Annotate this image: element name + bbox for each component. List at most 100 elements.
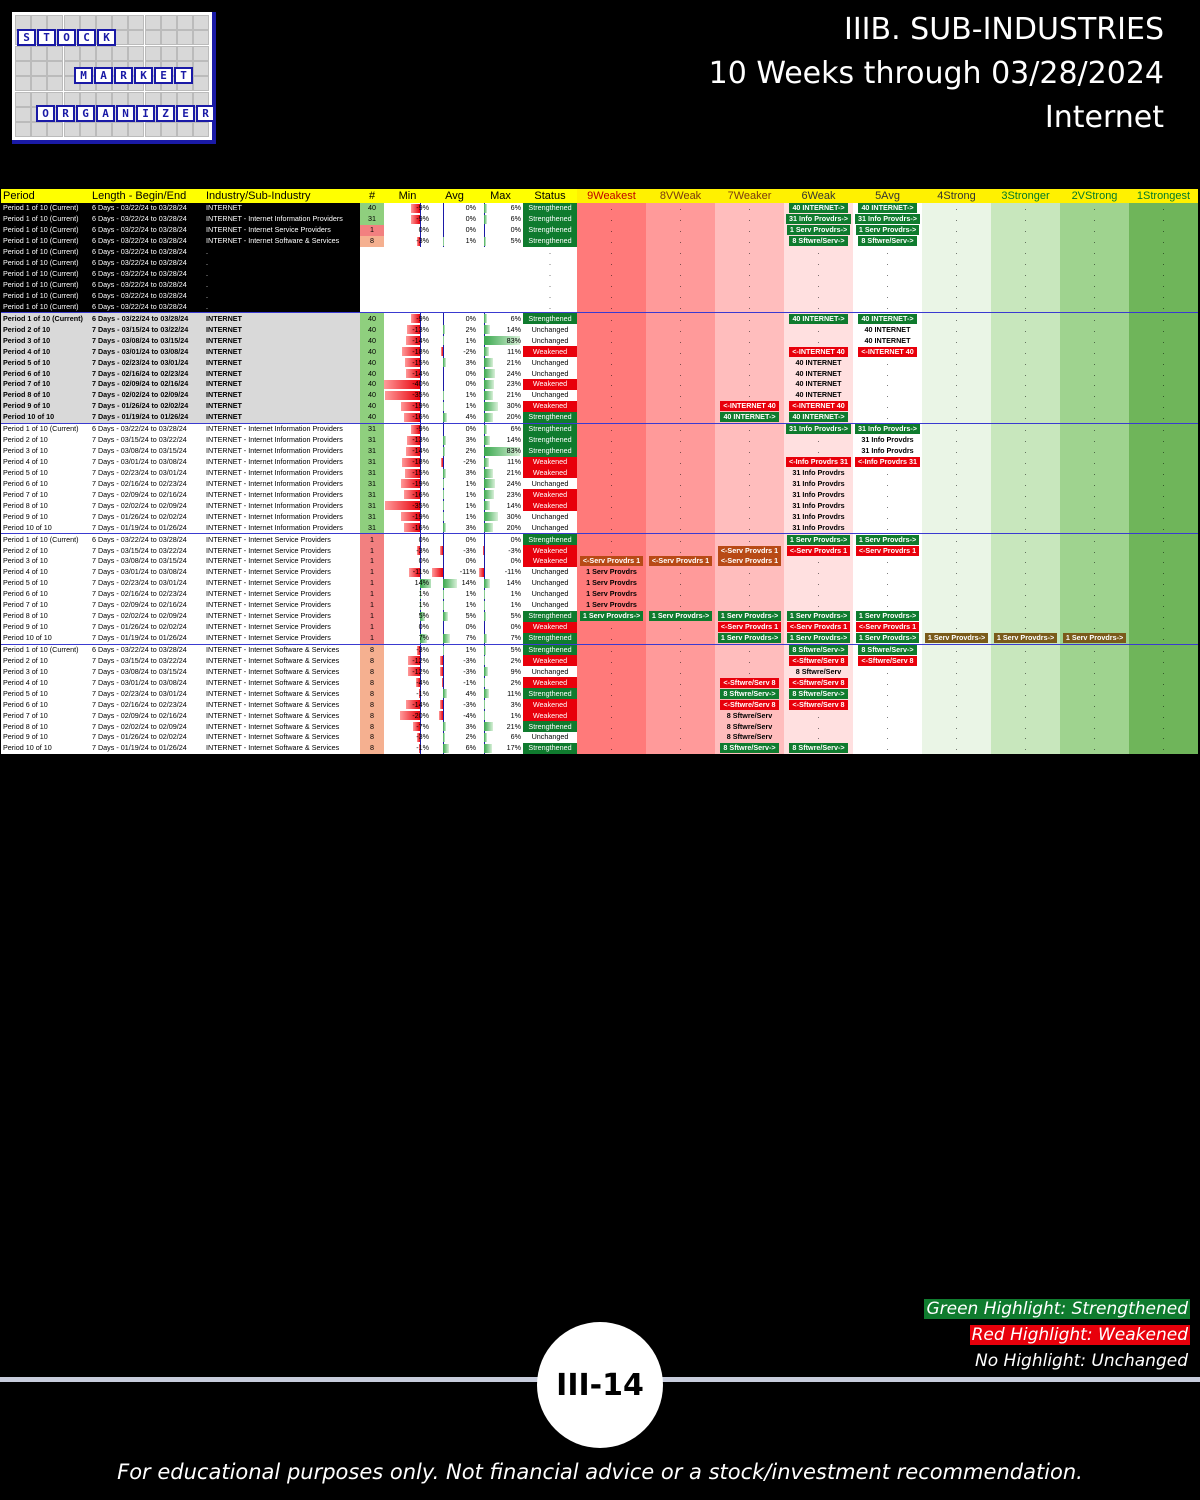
logo-letter: T xyxy=(174,67,193,84)
stat-max: 11% xyxy=(478,346,523,358)
score-chip: 1 Serv Provdrs-> xyxy=(855,534,920,545)
stat-min: -20% xyxy=(384,710,431,722)
stat-min xyxy=(384,279,431,291)
stat-min: 0% xyxy=(384,621,431,633)
score-chip: 31 Info Provdrs xyxy=(792,522,845,532)
length-cell: 7 Days - 02/16/24 to 02/23/24 xyxy=(90,588,204,600)
industry-cell: INTERNET - Internet Information Provider… xyxy=(204,489,360,501)
stat-value: 0% xyxy=(465,203,476,213)
stat-bar xyxy=(482,546,484,556)
score-cell: . xyxy=(646,290,715,302)
score-cell: . xyxy=(922,742,991,754)
score-cell: . xyxy=(1129,246,1198,258)
score-cell: <-INTERNET 40 xyxy=(853,346,922,358)
score-cell: . xyxy=(1060,643,1129,656)
stat-value: 0% xyxy=(418,622,429,632)
score-cell: . xyxy=(1060,500,1129,512)
zero-line xyxy=(443,534,444,546)
length-cell: 7 Days - 02/09/24 to 02/16/24 xyxy=(90,379,204,390)
score-cell: . xyxy=(715,533,784,546)
length-cell: 7 Days - 02/09/24 to 02/16/24 xyxy=(90,489,204,501)
zero-line xyxy=(443,346,444,358)
score-cell: <-Sftwre/Serv 8 xyxy=(715,699,784,711)
stat-value: 17% xyxy=(506,743,521,753)
period-cell: Period 1 of 10 (Current) xyxy=(1,257,90,269)
score-cell: . xyxy=(1060,511,1129,523)
stat-avg: 6% xyxy=(431,742,478,754)
stat-bar xyxy=(443,689,447,699)
count-cell: 40 xyxy=(360,346,384,358)
score-cell: . xyxy=(577,478,646,490)
score-cell: . xyxy=(922,577,991,589)
score-cell: . xyxy=(922,655,991,667)
stat-min: -4% xyxy=(384,677,431,689)
score-cell: . xyxy=(922,511,991,523)
logo-letter: T xyxy=(37,29,56,46)
logo-cell xyxy=(177,122,193,138)
score-chip: 40 INTERNET-> xyxy=(720,412,779,423)
score-cell: . xyxy=(715,290,784,302)
score-cell: . xyxy=(1060,489,1129,501)
period-cell: Period 1 of 10 (Current) xyxy=(1,312,90,325)
status-cell: Unchanged xyxy=(523,324,577,336)
stat-max: 1% xyxy=(478,588,523,600)
count-cell: 40 xyxy=(360,312,384,325)
zero-line xyxy=(420,411,421,423)
industry-cell: INTERNET xyxy=(204,400,360,412)
score-cell: . xyxy=(991,511,1060,523)
table-row: Period 1 of 10 (Current) 6 Days - 03/22/2… xyxy=(1,224,1198,236)
count-cell: 31 xyxy=(360,422,384,435)
score-cell: 40 INTERNET xyxy=(784,368,853,379)
industry-cell: INTERNET - Internet Service Providers xyxy=(204,224,360,236)
stat-avg: 1% xyxy=(431,643,478,656)
stat-min xyxy=(384,268,431,280)
score-cell: . xyxy=(853,257,922,269)
stat-value: 21% xyxy=(506,357,521,367)
length-cell: 7 Days - 01/26/24 to 02/02/24 xyxy=(90,621,204,633)
stat-bar xyxy=(484,401,498,411)
count-cell xyxy=(360,279,384,291)
score-cell: . xyxy=(922,721,991,732)
period-cell: Period 9 of 10 xyxy=(1,511,90,523)
stat-bar xyxy=(443,645,444,655)
score-cell: . xyxy=(715,422,784,435)
stat-avg: 2% xyxy=(431,732,478,743)
period-cell: Period 2 of 10 xyxy=(1,545,90,556)
logo-cell xyxy=(15,122,31,138)
logo-letter: K xyxy=(97,29,116,46)
stat-value: 1% xyxy=(465,401,476,411)
score-cell: . xyxy=(577,533,646,546)
stat-value: 14% xyxy=(461,578,476,588)
count-cell: 1 xyxy=(360,621,384,633)
stat-bar xyxy=(484,204,487,213)
score-cell: . xyxy=(991,379,1060,390)
score-cell: . xyxy=(922,677,991,689)
score-cell: <-Serv Provdrs 1 xyxy=(784,545,853,556)
logo-letter: A xyxy=(96,105,115,122)
period-cell: Period 7 of 10 xyxy=(1,489,90,501)
stat-bar xyxy=(420,611,425,621)
table-row: Period 10 of 10 7 Days - 01/19/24 to 01/2… xyxy=(1,411,1198,424)
length-cell: 6 Days - 03/22/24 to 03/28/24 xyxy=(90,301,204,313)
score-cell: . xyxy=(853,478,922,490)
status-cell: Unchanged xyxy=(523,522,577,534)
score-cell: . xyxy=(991,643,1060,656)
logo-cell xyxy=(15,45,31,61)
score-cell: . xyxy=(1060,346,1129,358)
stat-avg: 1% xyxy=(431,400,478,412)
stat-value: 2% xyxy=(510,677,521,687)
period-cell: Period 1 of 10 (Current) xyxy=(1,213,90,225)
status-cell: . xyxy=(523,279,577,291)
score-cell: . xyxy=(1060,666,1129,678)
score-cell: . xyxy=(991,489,1060,501)
score-cell: . xyxy=(1129,335,1198,347)
stat-bar xyxy=(442,678,443,688)
score-cell: 31 Info Provdrs xyxy=(784,500,853,512)
stat-min xyxy=(384,246,431,258)
score-cell: . xyxy=(577,434,646,446)
zero-line xyxy=(420,500,421,512)
score-cell: . xyxy=(991,699,1060,711)
table-row: Period 6 of 10 7 Days - 02/16/24 to 02/23… xyxy=(1,699,1198,711)
